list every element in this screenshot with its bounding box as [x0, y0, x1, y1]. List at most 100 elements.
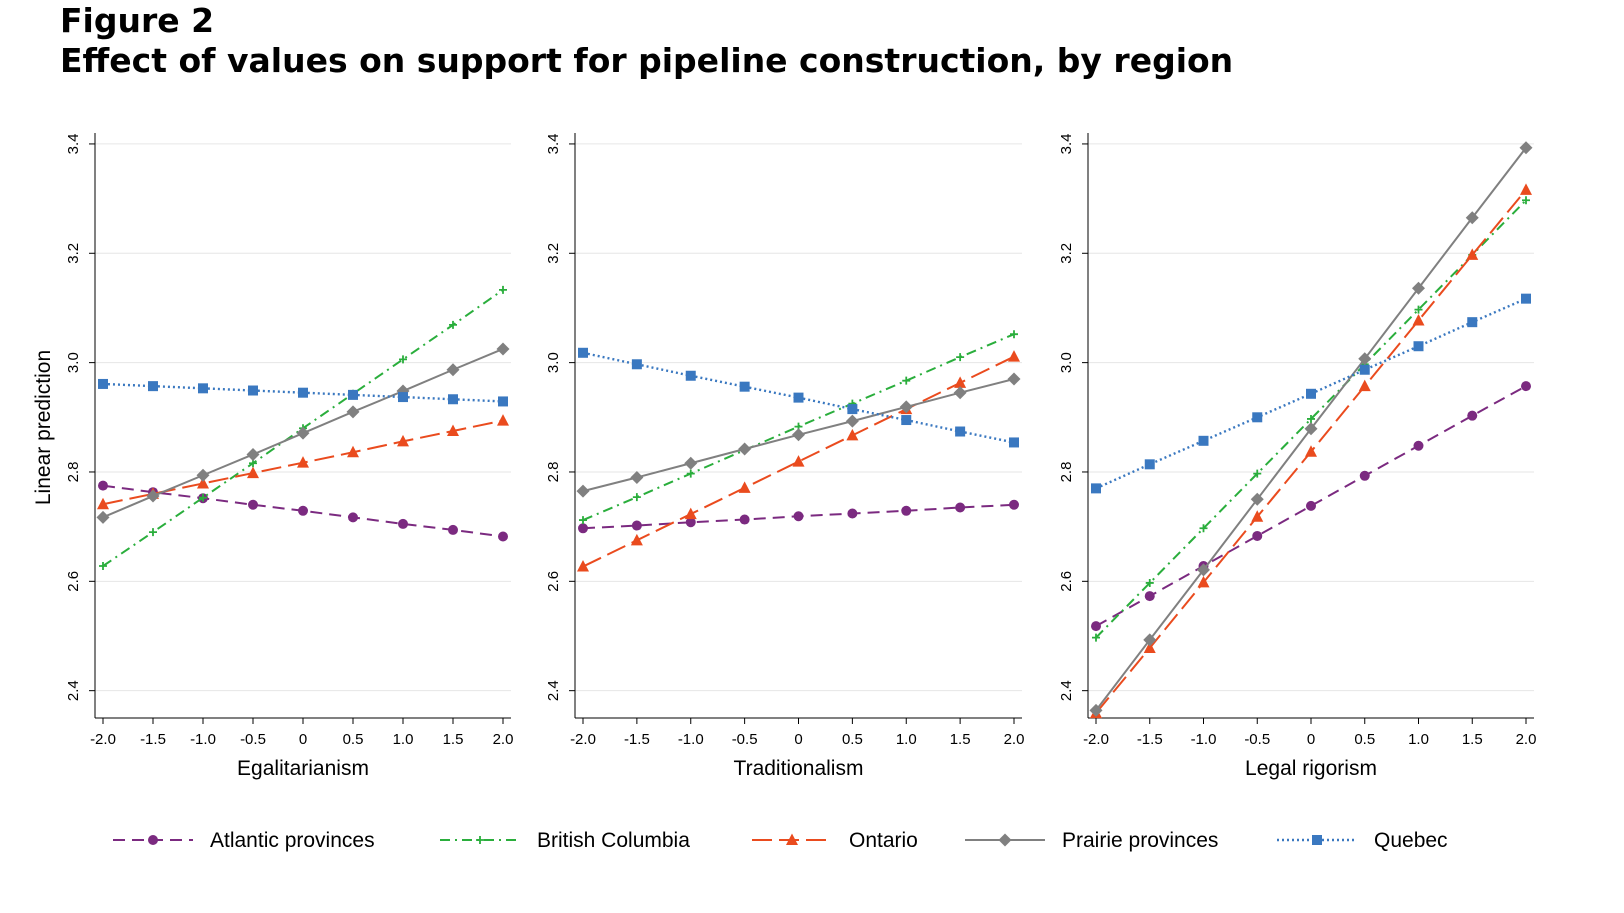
- data-point: [399, 355, 407, 364]
- data-point: [576, 484, 590, 498]
- data-point: [1252, 530, 1263, 541]
- data-point: [686, 469, 695, 478]
- x-axis-title: Egalitarianism: [237, 757, 369, 780]
- x-tick-label: 1.0: [1408, 731, 1429, 748]
- data-point: [1009, 437, 1019, 448]
- data-point: [296, 426, 310, 440]
- x-tick-label: 0.5: [343, 731, 364, 748]
- data-point: [1467, 317, 1478, 328]
- x-tick-label: 1.5: [443, 731, 464, 748]
- legend-marker: [1312, 835, 1322, 845]
- data-point: [496, 342, 510, 356]
- data-point: [738, 481, 751, 493]
- legend-label: British Columbia: [537, 829, 690, 852]
- data-point: [1520, 183, 1532, 195]
- x-tick-label: -2.0: [90, 731, 116, 748]
- x-tick-label: 0.5: [1354, 731, 1375, 748]
- data-point: [448, 394, 458, 405]
- data-point: [499, 285, 507, 294]
- data-point: [684, 507, 697, 520]
- data-point: [96, 510, 110, 524]
- data-point: [1144, 459, 1155, 470]
- data-point: [738, 442, 752, 456]
- data-point: [630, 533, 643, 546]
- data-point: [955, 502, 966, 513]
- data-point: [579, 516, 587, 525]
- data-point: [149, 528, 157, 537]
- data-point: [1143, 633, 1157, 647]
- legend-item-british-columbia: British Columbia: [440, 829, 690, 852]
- series-prairie-provinces: [1089, 141, 1533, 717]
- x-tick-label: 2.0: [1004, 731, 1025, 748]
- data-point: [845, 414, 859, 428]
- data-point: [199, 493, 207, 502]
- x-tick-label: -2.0: [1083, 731, 1109, 748]
- data-point: [631, 520, 642, 531]
- series-line: [1095, 385, 1527, 628]
- data-point: [1198, 435, 1209, 446]
- legend-item-atlantic-provinces: Atlantic provinces: [113, 829, 375, 852]
- legend-label: Ontario: [849, 829, 918, 852]
- x-tick-label: 1.5: [1462, 731, 1483, 748]
- data-point: [446, 363, 460, 377]
- data-point: [739, 514, 750, 525]
- data-point: [148, 381, 158, 392]
- data-point: [956, 353, 965, 362]
- data-point: [1199, 524, 1208, 533]
- series-ontario: [1090, 183, 1532, 719]
- series-line: [1095, 297, 1527, 490]
- x-axis-title: Legal rigorism: [1245, 757, 1377, 780]
- legend-label: Prairie provinces: [1062, 829, 1218, 852]
- x-tick-label: 1.0: [393, 731, 414, 748]
- x-tick-label: -1.5: [624, 731, 650, 748]
- data-point: [447, 424, 459, 436]
- series-line: [1095, 199, 1527, 639]
- legend-label: Atlantic provinces: [210, 829, 375, 852]
- data-point: [1251, 510, 1264, 522]
- data-point: [498, 396, 508, 407]
- series-quebec: [98, 378, 508, 407]
- data-point: [793, 511, 804, 522]
- series-atlantic-provinces: [1091, 381, 1531, 632]
- y-tick-label: 2.8: [545, 462, 562, 483]
- data-point: [955, 426, 966, 437]
- data-point: [1091, 483, 1101, 494]
- data-point: [248, 385, 258, 396]
- data-point: [954, 376, 967, 388]
- figure-title: Effect of values on support for pipeline…: [60, 41, 1234, 80]
- data-point: [1519, 141, 1533, 155]
- y-tick-label: 3.4: [1058, 134, 1075, 155]
- data-point: [398, 392, 408, 403]
- data-point: [246, 447, 260, 461]
- x-tick-label: -0.5: [240, 731, 266, 748]
- data-point: [1089, 703, 1103, 717]
- series-atlantic-provinces: [578, 499, 1019, 534]
- x-tick-label: -0.5: [1244, 731, 1270, 748]
- data-point: [1144, 591, 1155, 602]
- data-point: [98, 378, 108, 389]
- data-point: [1359, 470, 1370, 481]
- data-point: [901, 415, 912, 426]
- x-tick-label: -1.0: [678, 731, 704, 748]
- legend-item-prairie-provinces: Prairie provinces: [965, 829, 1218, 852]
- data-point: [901, 505, 912, 516]
- y-tick-label: 2.4: [65, 680, 82, 701]
- y-axis-title: Linear prediction: [32, 350, 55, 505]
- data-point: [1253, 469, 1262, 478]
- data-point: [347, 445, 359, 458]
- x-tick-label: -1.0: [190, 731, 216, 748]
- y-tick-label: 3.0: [1058, 352, 1075, 373]
- legend: Atlantic provinces British Columbia Ontari…: [113, 829, 1448, 852]
- data-point: [792, 455, 805, 467]
- x-tick-label: 0: [1307, 731, 1315, 748]
- data-point: [497, 414, 509, 426]
- data-point: [1197, 575, 1210, 588]
- data-point: [1306, 388, 1316, 399]
- data-point: [1091, 621, 1101, 632]
- data-point: [631, 359, 642, 370]
- data-point: [846, 428, 859, 441]
- data-point: [298, 505, 308, 516]
- data-point: [196, 468, 210, 482]
- y-tick-label: 2.8: [65, 462, 82, 483]
- y-tick-label: 3.2: [1058, 243, 1075, 264]
